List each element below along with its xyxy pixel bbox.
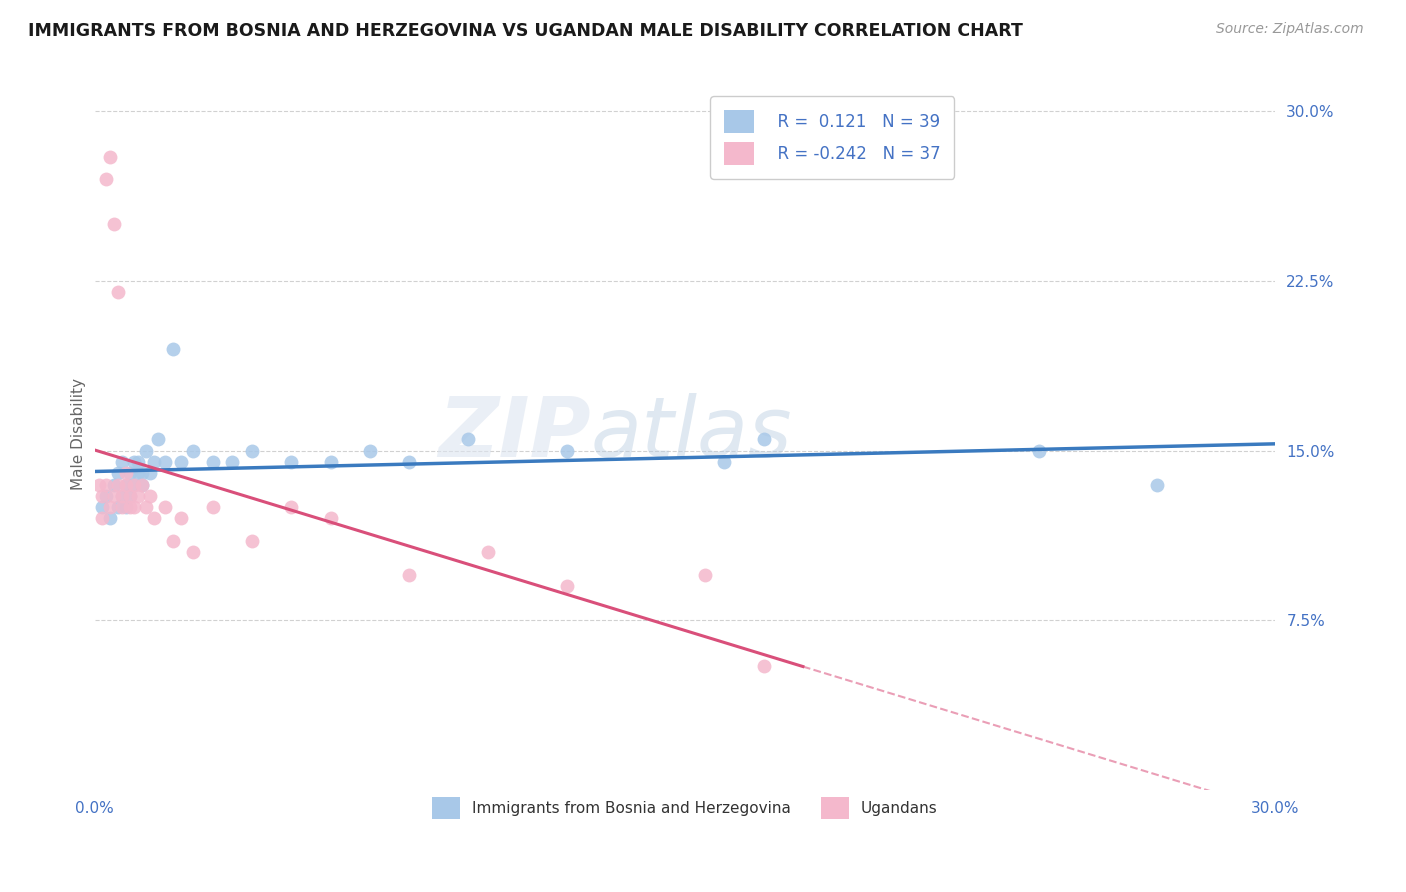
Point — [96, 489, 118, 503]
Point — [122, 477, 145, 491]
Point — [713, 455, 735, 469]
Point — [115, 467, 138, 481]
Point — [91, 511, 114, 525]
Point — [131, 477, 153, 491]
Point — [201, 500, 224, 515]
Point — [122, 455, 145, 469]
Point — [201, 455, 224, 469]
Point — [398, 568, 420, 582]
Point — [127, 489, 149, 503]
Point — [111, 489, 134, 503]
Point — [752, 658, 775, 673]
Point — [319, 511, 342, 525]
Point — [131, 477, 153, 491]
Point — [122, 477, 145, 491]
Point — [555, 443, 578, 458]
Legend: Immigrants from Bosnia and Herzegovina, Ugandans: Immigrants from Bosnia and Herzegovina, … — [426, 791, 943, 825]
Point — [555, 579, 578, 593]
Point — [91, 489, 114, 503]
Point — [170, 511, 193, 525]
Point — [98, 500, 121, 515]
Point — [162, 534, 184, 549]
Point — [752, 433, 775, 447]
Point — [107, 285, 129, 300]
Point — [155, 500, 177, 515]
Point — [319, 455, 342, 469]
Point — [127, 455, 149, 469]
Point — [118, 500, 141, 515]
Point — [1028, 443, 1050, 458]
Point — [162, 342, 184, 356]
Point — [280, 455, 302, 469]
Point — [115, 500, 138, 515]
Point — [103, 477, 125, 491]
Text: ZIP: ZIP — [437, 393, 591, 475]
Point — [107, 467, 129, 481]
Point — [91, 500, 114, 515]
Point — [240, 443, 263, 458]
Text: atlas: atlas — [591, 393, 792, 475]
Point — [118, 489, 141, 503]
Point — [127, 467, 149, 481]
Point — [135, 500, 157, 515]
Point — [118, 489, 141, 503]
Point — [398, 455, 420, 469]
Point — [138, 489, 160, 503]
Point — [111, 500, 134, 515]
Point — [142, 455, 165, 469]
Point — [131, 467, 153, 481]
Point — [98, 511, 121, 525]
Point — [111, 455, 134, 469]
Point — [181, 443, 204, 458]
Y-axis label: Male Disability: Male Disability — [72, 377, 86, 490]
Point — [240, 534, 263, 549]
Point — [693, 568, 716, 582]
Point — [96, 172, 118, 186]
Point — [146, 433, 169, 447]
Point — [111, 489, 134, 503]
Point — [107, 500, 129, 515]
Point — [96, 477, 118, 491]
Point — [135, 443, 157, 458]
Text: IMMIGRANTS FROM BOSNIA AND HERZEGOVINA VS UGANDAN MALE DISABILITY CORRELATION CH: IMMIGRANTS FROM BOSNIA AND HERZEGOVINA V… — [28, 22, 1024, 40]
Point — [103, 218, 125, 232]
Text: Source: ZipAtlas.com: Source: ZipAtlas.com — [1216, 22, 1364, 37]
Point — [98, 150, 121, 164]
Point — [118, 467, 141, 481]
Point — [122, 500, 145, 515]
Point — [457, 433, 479, 447]
Point — [359, 443, 381, 458]
Point — [138, 467, 160, 481]
Point — [170, 455, 193, 469]
Point — [280, 500, 302, 515]
Point — [142, 511, 165, 525]
Point — [1146, 477, 1168, 491]
Point — [181, 545, 204, 559]
Point — [155, 455, 177, 469]
Point — [103, 489, 125, 503]
Point — [477, 545, 499, 559]
Point — [221, 455, 243, 469]
Point — [87, 477, 110, 491]
Point — [115, 477, 138, 491]
Point — [107, 477, 129, 491]
Point — [115, 477, 138, 491]
